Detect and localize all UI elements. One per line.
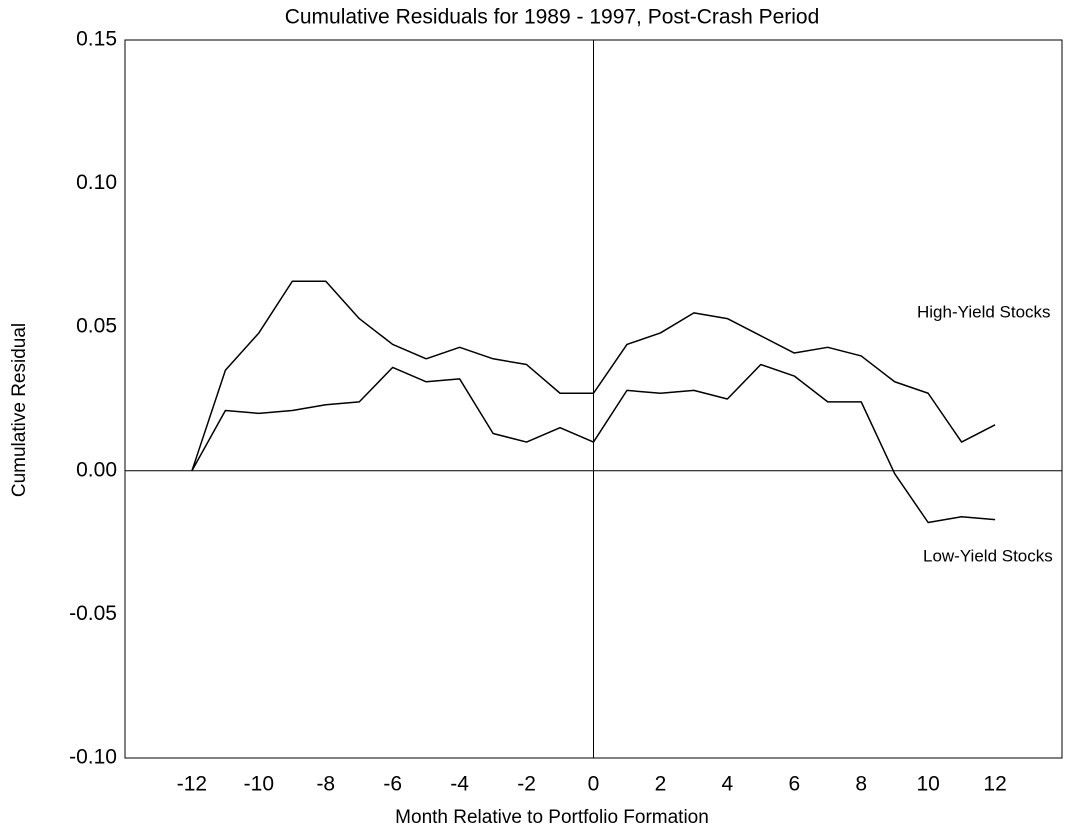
- y-tick-label: -0.10: [69, 746, 117, 769]
- x-tick-label: -4: [450, 773, 469, 796]
- x-tick-label: -6: [383, 773, 402, 796]
- x-tick-label: 8: [855, 773, 867, 796]
- x-tick-label: 6: [788, 773, 800, 796]
- y-tick-label: -0.05: [69, 602, 117, 625]
- x-tick-label: 10: [916, 773, 939, 796]
- x-tick-label: 12: [983, 773, 1006, 796]
- chart-title: Cumulative Residuals for 1989 - 1997, Po…: [285, 6, 820, 29]
- x-axis-label: Month Relative to Portfolio Formation: [395, 807, 709, 828]
- x-tick-label: 4: [722, 773, 734, 796]
- y-tick-label: 0.05: [76, 315, 117, 338]
- x-tick-label: -12: [177, 773, 207, 796]
- y-tick-label: 0.15: [76, 28, 117, 51]
- series-line: [191, 280, 996, 472]
- y-tick-label: 0.00: [76, 458, 117, 481]
- series-label: High-Yield Stocks: [917, 302, 1051, 321]
- series-label: Low-Yield Stocks: [923, 546, 1053, 565]
- x-tick-label: 0: [588, 773, 600, 796]
- x-tick-label: -2: [517, 773, 536, 796]
- x-tick-label: 2: [655, 773, 667, 796]
- y-tick-label: 0.10: [76, 171, 117, 194]
- y-axis-label: Cumulative Residual: [9, 323, 30, 497]
- series-line: [191, 363, 996, 524]
- x-tick-label: -10: [244, 773, 274, 796]
- x-tick-label: -8: [316, 773, 335, 796]
